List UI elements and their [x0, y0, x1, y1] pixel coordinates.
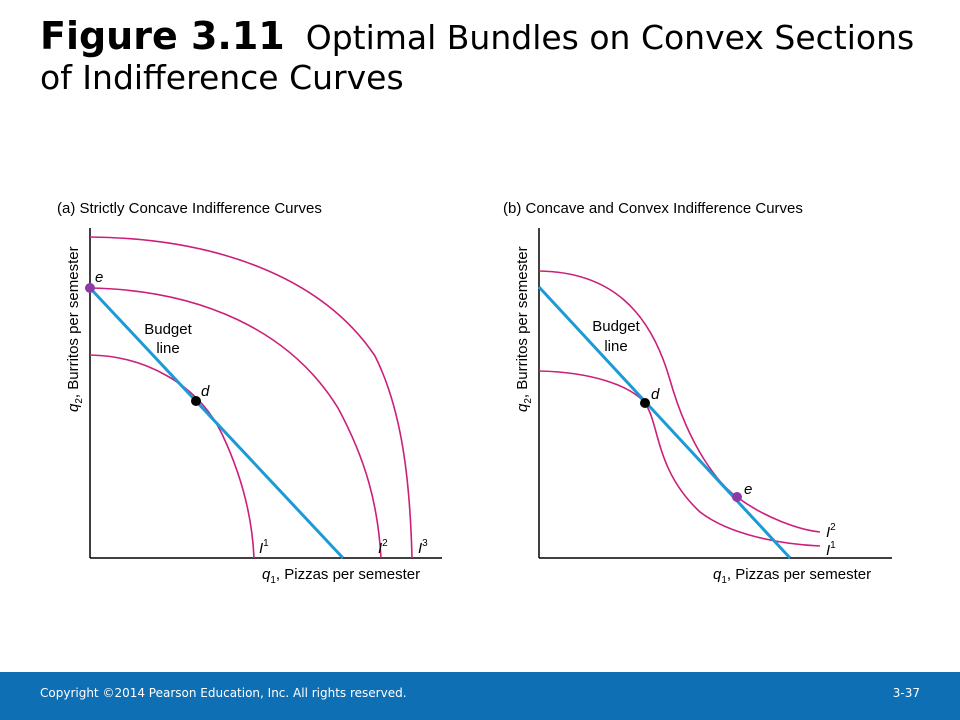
figure-label: Figure 3.11 [40, 14, 285, 58]
panel-b-budget-line [537, 285, 792, 560]
panel-a-label-i3: I3 [418, 538, 428, 557]
panel-a-label-d: d [201, 383, 210, 400]
panel-b-y-axis-label: q2, Burritos per semester [514, 246, 534, 412]
panel-b-x-axis-label: q1, Pizzas per semester [713, 566, 871, 586]
panel-a-budget-label-1: Budget [144, 321, 192, 338]
panel-a-curve-i3 [89, 236, 413, 559]
panel-a-budget-label-2: line [156, 340, 179, 357]
panel-a-curve-i2 [89, 287, 382, 559]
panel-b-budget-label-1: Budget [592, 318, 640, 335]
panel-b-point-e [732, 492, 742, 502]
panel-a-title: (a) Strictly Concave Indifference Curves [57, 200, 322, 217]
panel-b-label-e: e [744, 481, 752, 498]
panel-a-point-d [191, 396, 201, 406]
panel-a-label-e: e [95, 269, 103, 286]
panel-b-point-d [640, 398, 650, 408]
diagram: (a) Strictly Concave Indifference Curves… [57, 200, 892, 586]
panel-a-curve-i1 [89, 354, 255, 559]
panel-a: (a) Strictly Concave Indifference Curves… [57, 200, 442, 586]
panel-a-label-i2: I2 [378, 538, 388, 557]
panel-a-label-i1: I1 [259, 538, 269, 557]
footer-bar: Copyright ©2014 Pearson Education, Inc. … [0, 672, 960, 720]
panel-b-curve-i1 [538, 370, 821, 547]
page-number: 3-37 [892, 686, 920, 700]
panel-b-label-i2: I2 [826, 522, 836, 541]
panel-a-budget-line [88, 286, 345, 560]
panel-b-label-d: d [651, 386, 660, 403]
panel-b-title: (b) Concave and Convex Indifference Curv… [503, 200, 803, 217]
panel-b: (b) Concave and Convex Indifference Curv… [503, 200, 892, 586]
slide-title: Figure 3.11 Optimal Bundles on Convex Se… [40, 16, 940, 98]
panel-b-label-i1: I1 [826, 540, 836, 559]
panel-b-curve-i2 [538, 270, 821, 533]
panel-a-x-axis-label: q1, Pizzas per semester [262, 566, 420, 586]
figure-title: Optimal Bundles on Convex Sections of In… [40, 18, 915, 97]
panel-a-point-e [85, 283, 95, 293]
footer-copyright: Copyright ©2014 Pearson Education, Inc. … [40, 686, 407, 700]
panel-a-y-axis-label: q2, Burritos per semester [65, 246, 85, 412]
panel-b-budget-label-2: line [604, 338, 627, 355]
